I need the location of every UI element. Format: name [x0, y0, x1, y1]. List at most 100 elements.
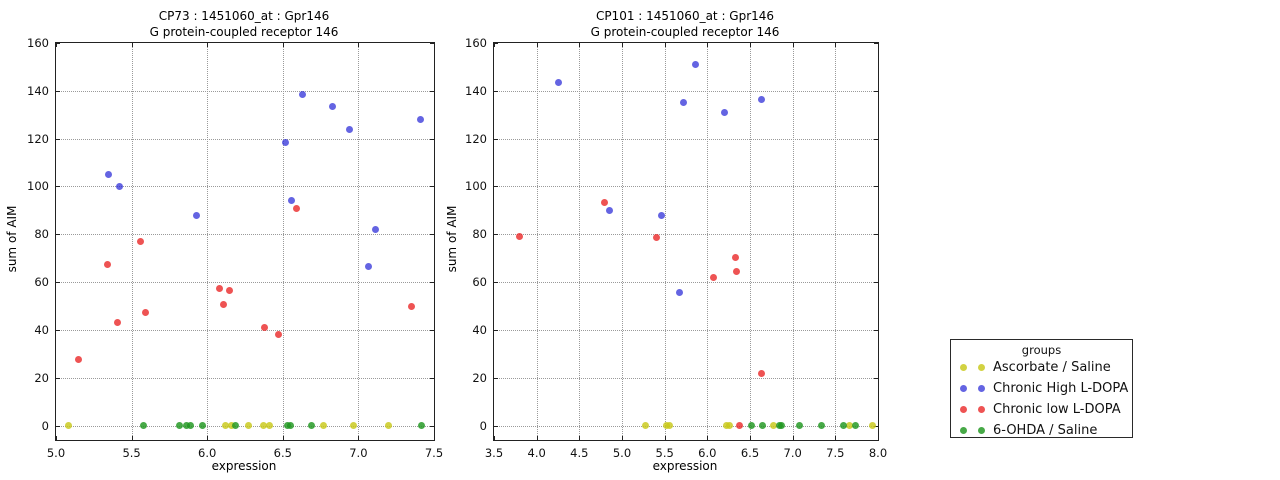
y-tick-label: 40 — [472, 322, 487, 337]
data-points-layer — [494, 43, 878, 440]
scatter-point — [105, 171, 113, 179]
y-tick-label: 20 — [34, 370, 49, 385]
scatter-point — [748, 422, 756, 430]
gridline-vertical — [282, 43, 284, 440]
scatter-point — [691, 61, 699, 69]
scatter-point — [288, 197, 296, 205]
plot-title-line1: CP73 : 1451060_at : Gpr146 — [158, 9, 330, 23]
y-tick-label: 100 — [465, 179, 487, 194]
x-tick-label: 4.5 — [570, 446, 589, 460]
x-tick-mark — [56, 43, 57, 47]
scatter-point — [274, 331, 282, 339]
x-tick-mark — [536, 43, 538, 47]
gridline-horizontal — [494, 329, 878, 331]
legend-entry: Chronic low L-DOPA — [951, 399, 1132, 420]
y-tick-label: 120 — [465, 131, 487, 146]
plot-title-line1: CP101 : 1451060_at : Gpr146 — [595, 9, 775, 23]
scatter-point — [818, 422, 826, 430]
x-tick-label: 7.5 — [424, 446, 444, 460]
x-tick-label: 7.0 — [349, 446, 368, 460]
y-tick-mark — [874, 234, 878, 236]
y-tick-label: 160 — [465, 36, 487, 50]
x-tick-mark — [131, 436, 133, 440]
scatter-point — [605, 206, 613, 214]
legend-marker-icon — [960, 406, 967, 413]
gridline-vertical — [622, 43, 623, 440]
x-tick-mark — [707, 436, 709, 440]
x-tick-mark — [494, 43, 495, 47]
scatter-point — [770, 422, 778, 430]
scatter-point — [141, 308, 149, 316]
x-tick-mark — [56, 436, 57, 440]
scatter-point — [226, 287, 234, 295]
scatter-point — [516, 233, 524, 241]
y-tick-label: 60 — [34, 275, 49, 290]
scatter-point — [137, 238, 145, 245]
scatter-point — [371, 226, 379, 234]
x-tick-label: 4.0 — [527, 446, 546, 460]
gridline-horizontal — [494, 138, 878, 140]
scatter-point — [193, 211, 201, 219]
scatter-point — [350, 422, 358, 430]
x-tick-mark — [434, 43, 435, 47]
y-tick-label: 160 — [27, 36, 49, 50]
y-tick-mark — [874, 329, 878, 331]
y-tick-label: 80 — [472, 227, 487, 242]
legend-entry-label: 6-OHDA / Saline — [993, 423, 1098, 438]
y-tick-mark — [874, 186, 878, 188]
y-tick-label: 80 — [34, 227, 49, 242]
scatter-point — [227, 422, 235, 430]
y-tick-mark — [430, 43, 434, 44]
y-tick-mark — [56, 377, 60, 379]
x-axis-label: expression — [652, 459, 718, 473]
y-tick-mark — [430, 282, 434, 284]
y-tick-mark — [56, 90, 60, 92]
legend: groups Ascorbate / Saline Chronic High L-… — [950, 339, 1133, 438]
scatter-point — [758, 95, 766, 103]
plot-area-cp101: 3.5 4.0 4.5 5.0 5.5 6.0 6.5 7.0 7.5 8.0 0 20 40 60 80 1… — [465, 36, 887, 460]
x-tick-mark — [622, 436, 623, 440]
gridline-horizontal — [56, 329, 434, 331]
x-axis-label: expression — [211, 459, 277, 473]
x-tick-label: 8.0 — [868, 446, 888, 460]
scatter-point — [778, 422, 786, 430]
y-tick-mark — [56, 43, 60, 44]
scatter-point — [720, 108, 728, 116]
scatter-point — [114, 319, 122, 327]
y-tick-mark — [494, 90, 498, 92]
scatter-point — [852, 422, 860, 430]
scatter-point — [726, 422, 734, 430]
y-tick-mark — [430, 138, 434, 140]
y-tick-label: 0 — [479, 418, 487, 433]
scatter-point — [365, 263, 373, 271]
gridline-vertical — [579, 43, 581, 440]
y-tick-mark — [874, 90, 878, 92]
scatter-point — [308, 422, 316, 430]
gridline-horizontal — [494, 377, 878, 379]
y-tick-mark — [430, 377, 434, 379]
x-tick-mark — [750, 43, 751, 47]
gridline-vertical — [664, 43, 666, 440]
y-tick-mark — [56, 234, 60, 236]
y-tick-mark — [56, 329, 60, 331]
scatter-point — [215, 284, 223, 292]
y-tick-mark — [494, 138, 498, 140]
scatter-point — [182, 422, 190, 430]
x-tick-mark — [835, 436, 837, 440]
scatter-point — [675, 289, 683, 297]
scatter-point — [554, 78, 562, 86]
legend-entry-label: Ascorbate / Saline — [993, 360, 1111, 375]
x-tick-mark — [664, 436, 666, 440]
gridline-vertical — [536, 43, 538, 440]
y-tick-label: 140 — [465, 83, 487, 98]
x-tick-mark — [579, 43, 581, 47]
y-tick-mark — [874, 425, 878, 427]
scatter-point — [641, 422, 649, 430]
scatter-point — [292, 204, 300, 212]
scatter-point — [286, 422, 294, 430]
y-tick-mark — [874, 138, 878, 140]
scatter-point — [869, 422, 877, 430]
scatter-point — [187, 422, 195, 430]
y-tick-mark — [494, 43, 498, 44]
legend-entry-label: Chronic low L-DOPA — [993, 402, 1121, 417]
